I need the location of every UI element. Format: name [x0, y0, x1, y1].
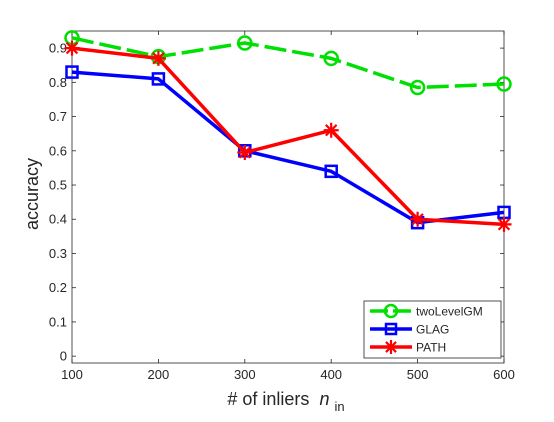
- x-tick-label: 400: [320, 367, 342, 382]
- series-twoLevelGM: [64, 30, 512, 96]
- y-tick-label: 0: [60, 349, 67, 364]
- y-tick-label: 0.8: [49, 75, 67, 90]
- x-tick-label: 200: [148, 367, 170, 382]
- y-tick-label: 0.2: [49, 280, 67, 295]
- x-tick-label: 100: [61, 367, 83, 382]
- x-tick-label: 600: [493, 367, 515, 382]
- data-point: [323, 122, 339, 138]
- legend-entry-GLAG: GLAG: [370, 323, 449, 337]
- series-PATH: [64, 40, 512, 232]
- data-point: [64, 40, 80, 56]
- data-point: [383, 303, 399, 319]
- data-point: [237, 35, 253, 51]
- y-tick-label: 0.9: [49, 41, 67, 56]
- y-tick-label: 0.3: [49, 246, 67, 261]
- data-point: [409, 79, 426, 96]
- legend-label: twoLevelGM: [416, 305, 483, 319]
- x-tick-label: 500: [407, 367, 429, 382]
- legend-label: GLAG: [416, 323, 449, 337]
- legend-entry-twoLevelGM: twoLevelGM: [370, 303, 483, 319]
- data-point: [496, 216, 512, 232]
- data-point: [151, 72, 166, 86]
- data-point: [65, 65, 79, 79]
- data-point: [384, 340, 398, 354]
- data-point: [384, 322, 398, 336]
- series-line: [71, 36, 505, 90]
- data-point: [496, 76, 512, 92]
- x-tick-label: 300: [234, 367, 256, 382]
- y-tick-label: 0.5: [49, 178, 67, 193]
- legend-label: PATH: [416, 341, 446, 355]
- x-axis-label: # of inliers n in: [227, 389, 344, 414]
- y-tick-label: 0.4: [49, 212, 67, 227]
- series-line: [71, 46, 505, 227]
- data-point: [324, 164, 338, 179]
- data-point: [323, 50, 339, 67]
- y-axis-label: accuracy: [22, 158, 42, 230]
- x-axis-label-subscript: in: [334, 399, 344, 414]
- y-tick-label: 0.1: [49, 314, 67, 329]
- y-tick-label: 0.7: [49, 109, 67, 124]
- data-point: [150, 50, 166, 66]
- x-axis-label-variable: n: [319, 389, 329, 409]
- data-point: [410, 211, 426, 227]
- y-tick-label: 0.6: [49, 143, 67, 158]
- legend-entry-PATH: PATH: [370, 340, 446, 355]
- data-point: [237, 145, 253, 161]
- x-axis-label-text: # of inliers: [227, 389, 309, 409]
- axes-box: [71, 30, 505, 364]
